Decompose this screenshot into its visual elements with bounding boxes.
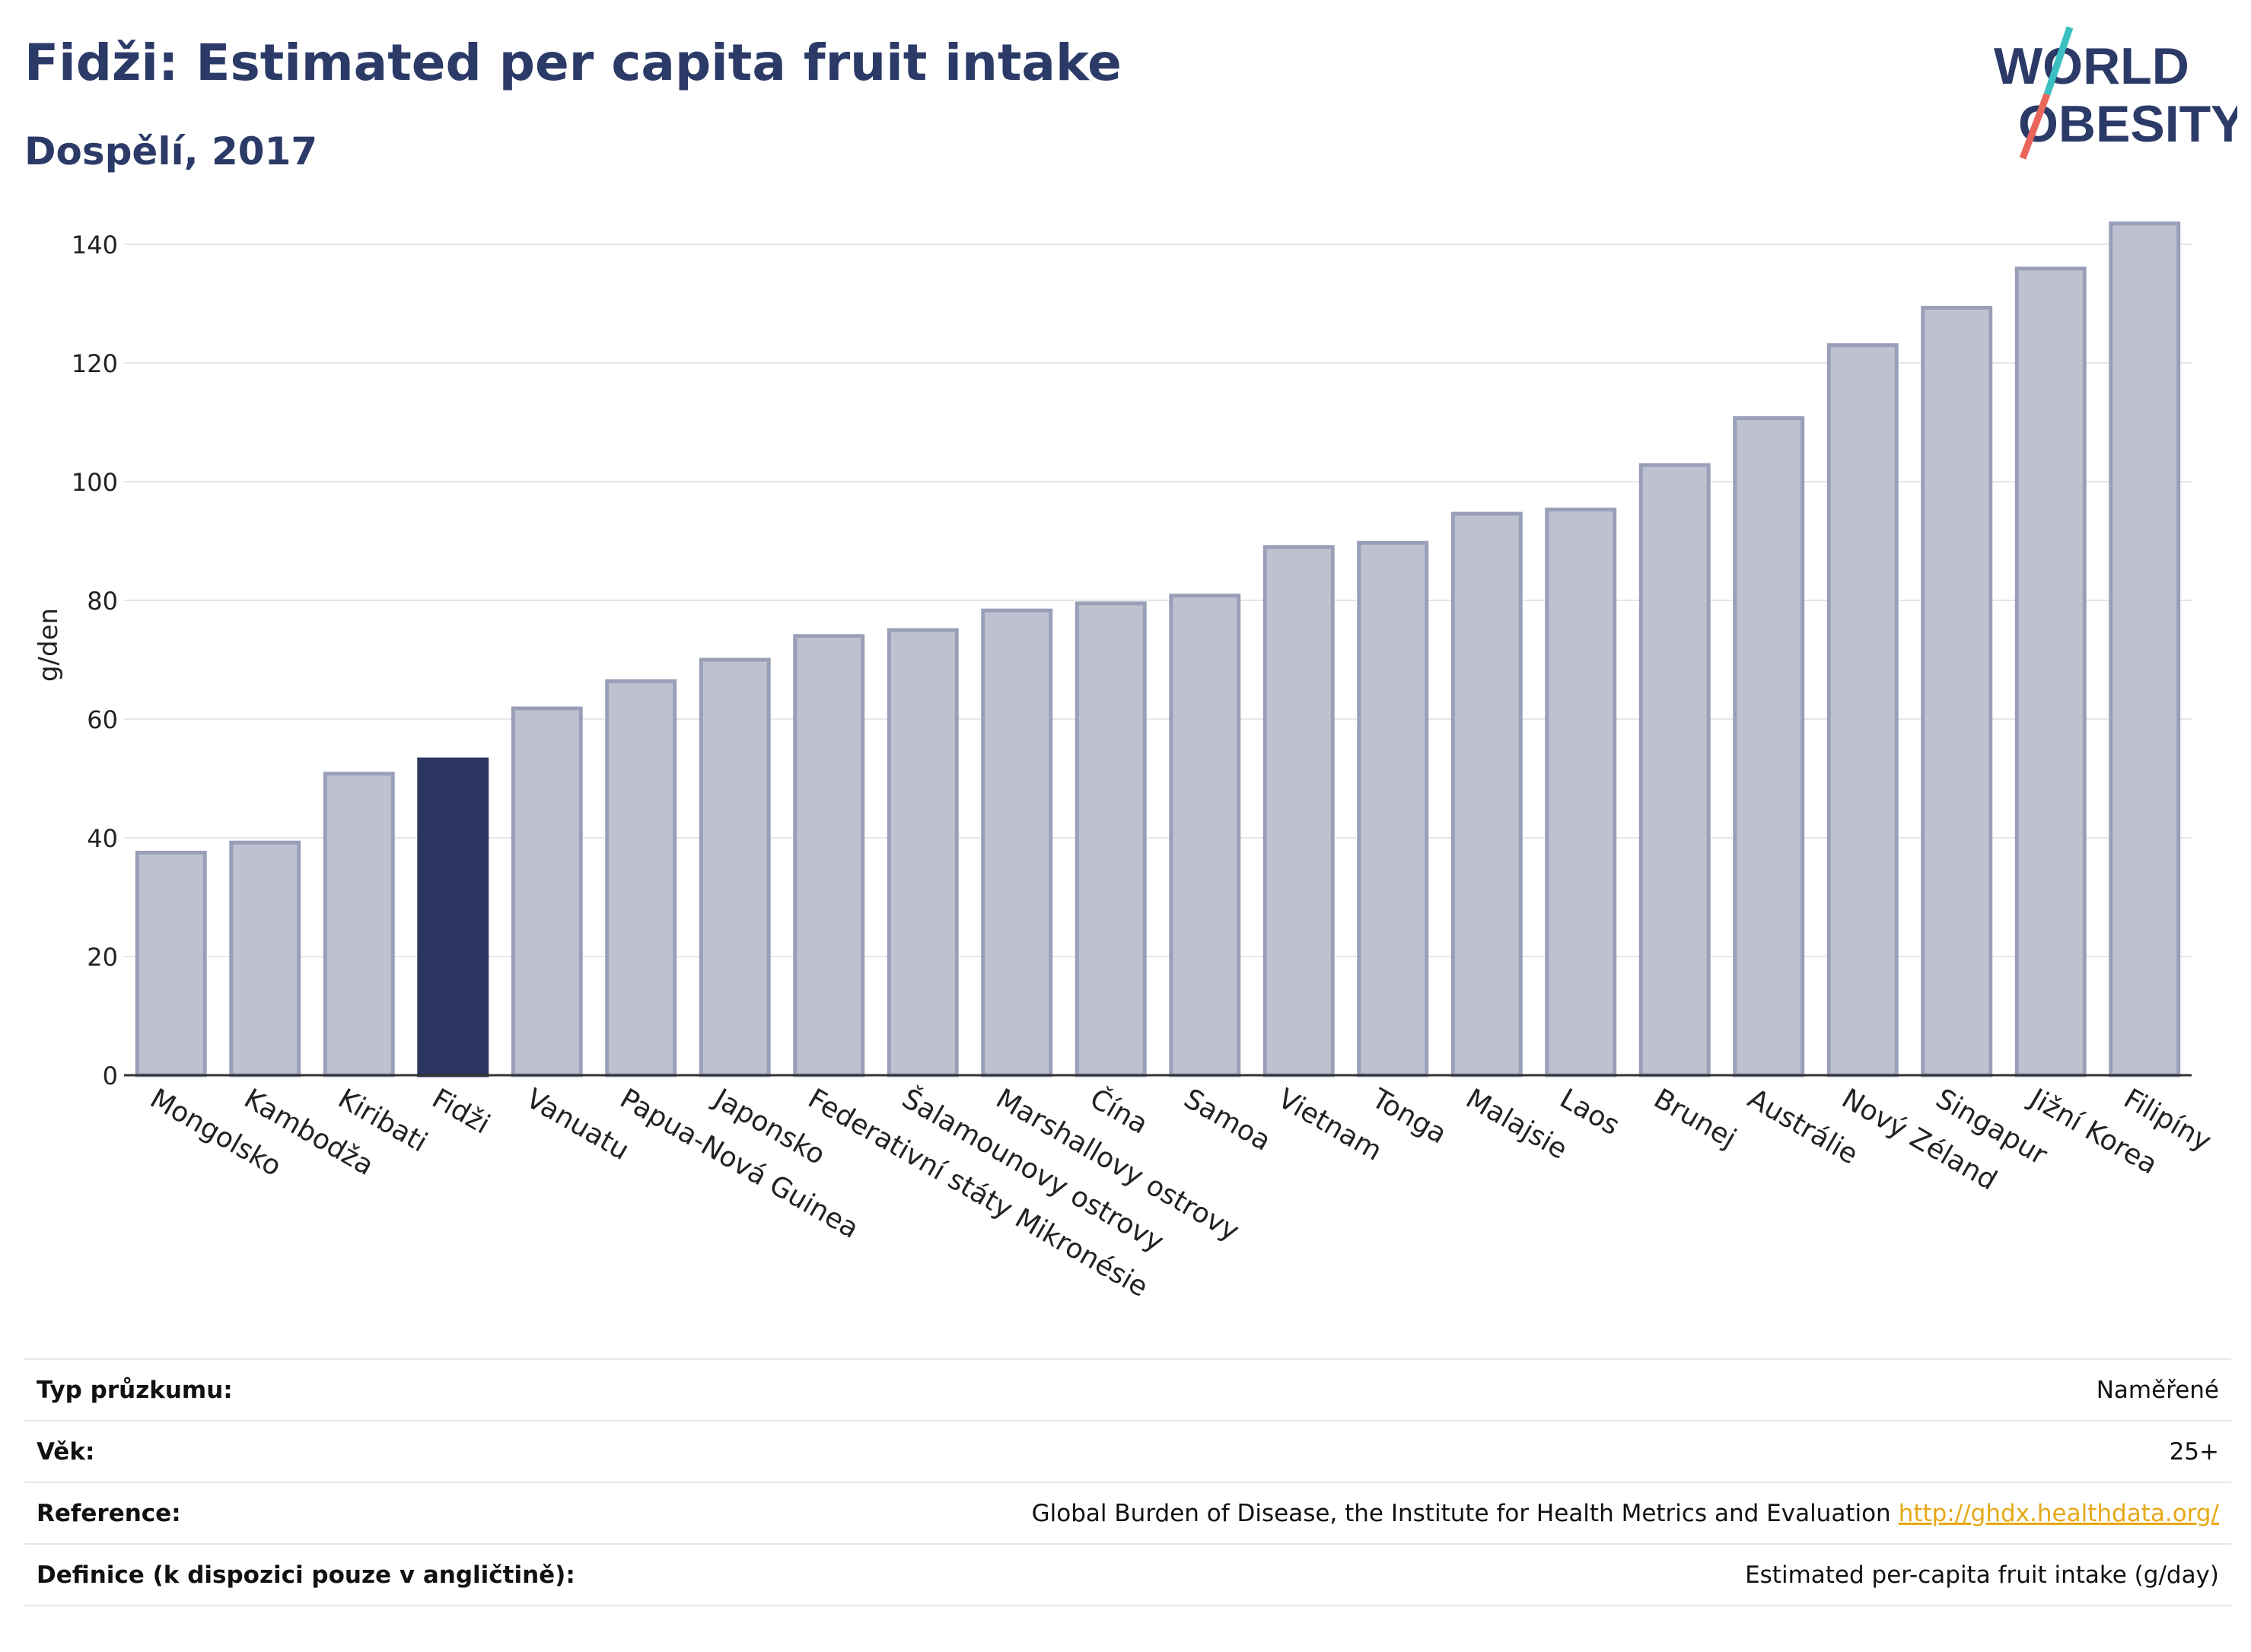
x-tick-label: Samoa bbox=[1179, 1083, 1276, 1157]
y-tick-label: 40 bbox=[87, 824, 118, 853]
bar-5[interactable] bbox=[605, 679, 677, 1077]
bar-11[interactable] bbox=[1169, 594, 1241, 1077]
bar-3[interactable] bbox=[417, 757, 489, 1077]
y-tick-label: 120 bbox=[72, 349, 118, 378]
y-tick-label: 20 bbox=[87, 943, 118, 972]
bar-10[interactable] bbox=[1075, 601, 1147, 1077]
meta-row: Reference: Global Burden of Disease, the … bbox=[24, 1483, 2231, 1545]
bar-20[interactable] bbox=[2014, 266, 2087, 1077]
meta-value-text: 25+ bbox=[2169, 1437, 2219, 1466]
meta-key: Věk: bbox=[37, 1437, 95, 1466]
bar-13[interactable] bbox=[1357, 540, 1429, 1077]
x-tick-label: Malajsie bbox=[1460, 1083, 1572, 1166]
reference-link[interactable]: http://ghdx.healthdata.org/ bbox=[1898, 1499, 2219, 1527]
y-tick-label: 0 bbox=[103, 1062, 118, 1090]
meta-value: Global Burden of Disease, the Institute … bbox=[1032, 1500, 2219, 1527]
logo-slash-top bbox=[2043, 26, 2074, 96]
meta-row: Typ průzkumu: Naměřené bbox=[24, 1360, 2231, 1421]
chart-title: Fidži: Estimated per capita fruit intake bbox=[24, 33, 1122, 92]
logo-line2: OBESITY bbox=[2018, 95, 2237, 153]
bar-4[interactable] bbox=[511, 706, 583, 1077]
bar-17[interactable] bbox=[1733, 416, 1805, 1077]
bar-18[interactable] bbox=[1826, 343, 1899, 1077]
bars bbox=[135, 221, 2181, 1077]
bar-9[interactable] bbox=[981, 608, 1053, 1077]
meta-key: Typ průzkumu: bbox=[37, 1376, 233, 1404]
metadata-table: Typ průzkumu: Naměřené Věk: 25+ Reference: Gl… bbox=[24, 1358, 2231, 1606]
meta-row: Věk: 25+ bbox=[24, 1421, 2231, 1483]
meta-row: Definice (k dispozici pouze v angličtině… bbox=[24, 1545, 2231, 1606]
meta-value-text: Global Burden of Disease, the Institute … bbox=[1031, 1499, 1891, 1527]
bar-16[interactable] bbox=[1638, 463, 1711, 1077]
x-tick-label: Vanuatu bbox=[521, 1083, 634, 1167]
chart-subtitle: Dospělí, 2017 bbox=[24, 129, 318, 173]
bar-19[interactable] bbox=[1921, 305, 1993, 1077]
meta-value: Estimated per-capita fruit intake (g/day… bbox=[1745, 1561, 2219, 1589]
y-tick-labels: 0 20 40 60 80 100 120 140 bbox=[72, 231, 118, 1090]
bar-0[interactable] bbox=[135, 851, 207, 1077]
y-tick-label: 80 bbox=[87, 587, 118, 616]
x-tick-label: Laos bbox=[1555, 1083, 1625, 1141]
logo-slash-bottom bbox=[2019, 93, 2051, 160]
meta-value-text: Naměřené bbox=[2096, 1376, 2219, 1404]
bar-7[interactable] bbox=[793, 634, 865, 1077]
y-axis-label: g/den bbox=[33, 608, 64, 682]
x-tick-label: Vietnam bbox=[1272, 1083, 1387, 1167]
x-tick-label: Brunej bbox=[1648, 1083, 1741, 1154]
meta-value: 25+ bbox=[2170, 1438, 2219, 1466]
bar-8[interactable] bbox=[887, 628, 959, 1077]
bar-2[interactable] bbox=[323, 772, 395, 1077]
bar-12[interactable] bbox=[1262, 545, 1335, 1077]
bar-14[interactable] bbox=[1450, 511, 1523, 1077]
x-tick-label: Čína bbox=[1084, 1082, 1153, 1140]
bar-15[interactable] bbox=[1545, 508, 1617, 1077]
meta-key: Reference: bbox=[37, 1499, 181, 1527]
bar-21[interactable] bbox=[2109, 221, 2181, 1077]
meta-key: Definice (k dispozici pouze v angličtině… bbox=[37, 1561, 575, 1589]
meta-value: Naměřené bbox=[2097, 1377, 2219, 1404]
y-tick-label: 60 bbox=[87, 705, 118, 734]
bar-6[interactable] bbox=[699, 657, 771, 1077]
y-tick-label: 100 bbox=[72, 468, 118, 497]
meta-value-text: Estimated per-capita fruit intake (g/day… bbox=[1745, 1561, 2219, 1589]
bar-1[interactable] bbox=[229, 840, 301, 1077]
x-tick-label: Nový Zéland bbox=[1836, 1083, 2002, 1196]
x-tick-label: Fidži bbox=[427, 1083, 495, 1140]
y-tick-label: 140 bbox=[72, 231, 118, 259]
logo-line1: WORLD bbox=[1994, 37, 2189, 95]
world-obesity-logo: WORLD OBESITY bbox=[1994, 26, 2237, 160]
